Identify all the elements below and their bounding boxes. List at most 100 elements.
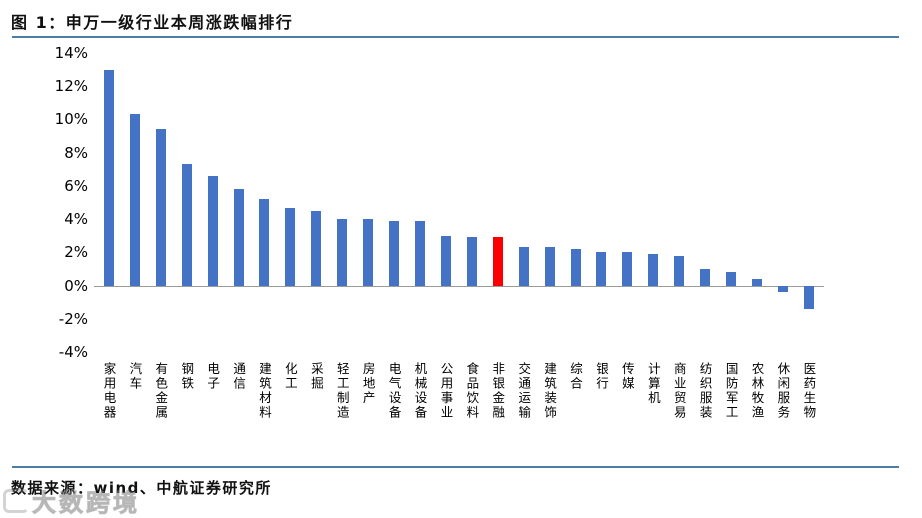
category-label-text: 采掘 bbox=[308, 362, 324, 391]
bar bbox=[777, 285, 788, 293]
category-label-text: 休闲服务 bbox=[775, 362, 791, 420]
category-axis-labels: 家用电器 汽车 有色金属 钢铁 电子 通信 建筑材料 化工 采掘 轻工制造 房地产 电气设备 机械设备公… bbox=[96, 362, 822, 420]
category-label: 计算机 bbox=[640, 362, 666, 420]
category-label: 机械设备 bbox=[407, 362, 433, 420]
y-axis-tick-label: 4% bbox=[64, 210, 88, 229]
y-axis-tick-label: 6% bbox=[64, 176, 88, 195]
category-label-text: 电子 bbox=[205, 362, 221, 391]
category-label-text: 公用事业 bbox=[438, 362, 454, 420]
data-source-label: 数据来源：wind、中航证券研究所 bbox=[11, 479, 272, 497]
bar bbox=[207, 175, 218, 286]
bar-slot bbox=[614, 53, 640, 352]
category-label: 房地产 bbox=[355, 362, 381, 420]
y-axis-tick-label: -4% bbox=[58, 343, 88, 361]
category-label: 综合 bbox=[563, 362, 589, 420]
bar bbox=[155, 129, 166, 286]
category-label-text: 综合 bbox=[568, 362, 584, 391]
category-label: 银行 bbox=[589, 362, 615, 420]
bar-slot bbox=[744, 53, 770, 352]
bar bbox=[700, 268, 711, 286]
bar bbox=[415, 220, 426, 286]
bar bbox=[233, 189, 244, 286]
y-axis-tick-label: 0% bbox=[64, 276, 88, 295]
bar-slot bbox=[433, 53, 459, 352]
category-label-text: 电气设备 bbox=[386, 362, 402, 420]
y-axis-tick-label: 12% bbox=[54, 77, 88, 96]
category-label-text: 钢铁 bbox=[179, 362, 195, 391]
category-label: 通信 bbox=[226, 362, 252, 420]
category-label-text: 建筑材料 bbox=[256, 362, 272, 420]
category-label: 钢铁 bbox=[174, 362, 200, 420]
category-label: 农林牧渔 bbox=[744, 362, 770, 420]
category-label-text: 汽车 bbox=[127, 362, 143, 391]
bar bbox=[466, 237, 477, 286]
category-label-text: 房地产 bbox=[360, 362, 376, 406]
bar bbox=[129, 114, 140, 286]
bar bbox=[103, 69, 114, 286]
category-label: 汽车 bbox=[122, 362, 148, 420]
bar-highlighted bbox=[492, 237, 503, 286]
category-label: 纺织服装 bbox=[692, 362, 718, 420]
bar bbox=[389, 220, 400, 286]
bar bbox=[674, 255, 685, 286]
bar-slot bbox=[303, 53, 329, 352]
category-label-text: 农林牧渔 bbox=[749, 362, 765, 420]
bar bbox=[803, 285, 814, 309]
bar-slot bbox=[537, 53, 563, 352]
bar-slot bbox=[459, 53, 485, 352]
category-label: 公用事业 bbox=[433, 362, 459, 420]
bar bbox=[518, 247, 529, 286]
x-axis-line bbox=[94, 285, 824, 287]
bar bbox=[440, 235, 451, 286]
category-label: 采掘 bbox=[303, 362, 329, 420]
bar bbox=[752, 278, 762, 286]
category-label-text: 国防军工 bbox=[723, 362, 739, 420]
bar-slot bbox=[692, 53, 718, 352]
chart-title: 图 1：申万一级行业本周涨跌幅排行 bbox=[11, 13, 294, 32]
category-label: 国防军工 bbox=[718, 362, 744, 420]
plot-area bbox=[94, 53, 824, 352]
category-label: 交通运输 bbox=[511, 362, 537, 420]
category-label: 有色金属 bbox=[148, 362, 174, 420]
bar-slot bbox=[122, 53, 148, 352]
y-axis-tick-label: 14% bbox=[54, 44, 88, 62]
bar bbox=[544, 247, 555, 286]
bar-slot bbox=[718, 53, 744, 352]
y-axis-tick-label: 10% bbox=[54, 110, 88, 129]
bar bbox=[337, 219, 348, 286]
category-label: 化工 bbox=[277, 362, 303, 420]
category-label-text: 银行 bbox=[593, 362, 609, 391]
bar-slot bbox=[174, 53, 200, 352]
bar-slot bbox=[329, 53, 355, 352]
bar-slot bbox=[96, 53, 122, 352]
watermark-logo-icon bbox=[3, 488, 29, 513]
category-label-text: 非银金融 bbox=[490, 362, 506, 420]
category-label: 建筑装饰 bbox=[537, 362, 563, 420]
bar-slot bbox=[200, 53, 226, 352]
y-axis-tick-label: 8% bbox=[64, 143, 88, 162]
bar-slot bbox=[226, 53, 252, 352]
bar-slot bbox=[252, 53, 278, 352]
bar bbox=[181, 164, 192, 286]
category-label: 建筑材料 bbox=[252, 362, 278, 420]
bar-slot bbox=[589, 53, 615, 352]
bar-slot bbox=[640, 53, 666, 352]
category-label: 商业贸易 bbox=[666, 362, 692, 420]
bar bbox=[570, 249, 581, 286]
category-label-text: 商业贸易 bbox=[671, 362, 687, 420]
bar bbox=[648, 254, 659, 286]
bar-slot bbox=[511, 53, 537, 352]
category-label: 食品饮料 bbox=[459, 362, 485, 420]
footer-divider bbox=[12, 466, 899, 468]
category-label-text: 建筑装饰 bbox=[542, 362, 558, 420]
category-label: 轻工制造 bbox=[329, 362, 355, 420]
category-label: 电子 bbox=[200, 362, 226, 420]
bar-slot bbox=[277, 53, 303, 352]
category-label-text: 医药生物 bbox=[801, 362, 817, 420]
category-label-text: 化工 bbox=[282, 362, 298, 391]
bar bbox=[622, 252, 633, 286]
bar bbox=[596, 252, 607, 286]
category-label-text: 机械设备 bbox=[412, 362, 428, 420]
watermark-text: 大数跨境 bbox=[32, 489, 140, 518]
